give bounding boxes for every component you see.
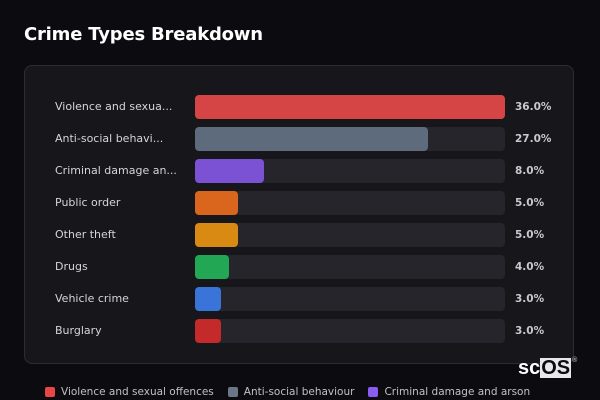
bar-value: 8.0% [515,165,545,177]
bar-row[interactable]: Violence and sexua... 36.0% [25,95,575,119]
registered-mark-icon: ® [572,357,578,364]
bar-row[interactable]: Criminal damage an... 8.0% [25,159,575,183]
bar-track [195,127,505,151]
bar-fill [195,255,230,279]
legend-item[interactable]: Violence and sexual offences [45,386,214,398]
legend-swatch [45,387,55,397]
bar-label: Violence and sexua... [55,100,173,113]
bar-track [195,319,505,343]
bar-fill [195,159,264,183]
bar-label: Other theft [55,228,116,241]
bar-row[interactable]: Other theft 5.0% [25,223,575,247]
bar-value: 36.0% [515,101,552,113]
bar-label: Public order [55,196,121,209]
legend-swatch [368,387,379,397]
bar-track [195,191,505,215]
bar-value: 3.0% [515,293,545,305]
bar-label: Criminal damage an... [55,164,177,177]
bar-row[interactable]: Public order 5.0% [25,191,575,215]
legend-label: Violence and sexual offences [61,386,214,398]
chart-title: Crime Types Breakdown [24,24,263,45]
bar-row[interactable]: Burglary 3.0% [25,319,575,343]
bar-value: 3.0% [515,325,545,337]
bar-value: 4.0% [515,261,545,273]
bar-track [195,287,505,311]
legend-item[interactable]: Anti-social behaviour [227,386,355,398]
chart-legend: Violence and sexual offences Anti-social… [45,386,530,398]
bar-label: Drugs [55,260,88,273]
bar-label: Anti-social behavi... [55,132,164,145]
chart-card: Violence and sexua... 36.0% Anti-social … [24,65,574,364]
legend-item[interactable]: Criminal damage and arson [368,386,530,398]
bar-fill [195,95,505,119]
legend-swatch [227,387,238,397]
bar-row[interactable]: Vehicle crime 3.0% [25,287,575,311]
bar-row[interactable]: Anti-social behavi... 27.0% [25,127,575,151]
legend-label: Criminal damage and arson [384,386,531,398]
bar-fill [195,319,221,343]
bar-track [195,95,505,119]
legend-label: Anti-social behaviour [243,386,355,398]
bar-value: 5.0% [515,197,545,209]
bar-value: 27.0% [515,133,552,145]
bar-track [195,255,505,279]
bar-row[interactable]: Drugs 4.0% [25,255,575,279]
logo-text-left: sc [518,357,541,379]
bar-fill [195,191,239,215]
bar-fill [195,223,239,247]
bar-label: Vehicle crime [55,292,129,305]
bar-fill [195,127,428,151]
scos-logo: sc OS ® [518,357,578,379]
bar-fill [195,287,221,311]
logo-text-highlight: OS [540,357,572,379]
bar-value: 5.0% [515,229,545,241]
bar-label: Burglary [55,324,102,337]
bar-track [195,159,505,183]
bar-track [195,223,505,247]
